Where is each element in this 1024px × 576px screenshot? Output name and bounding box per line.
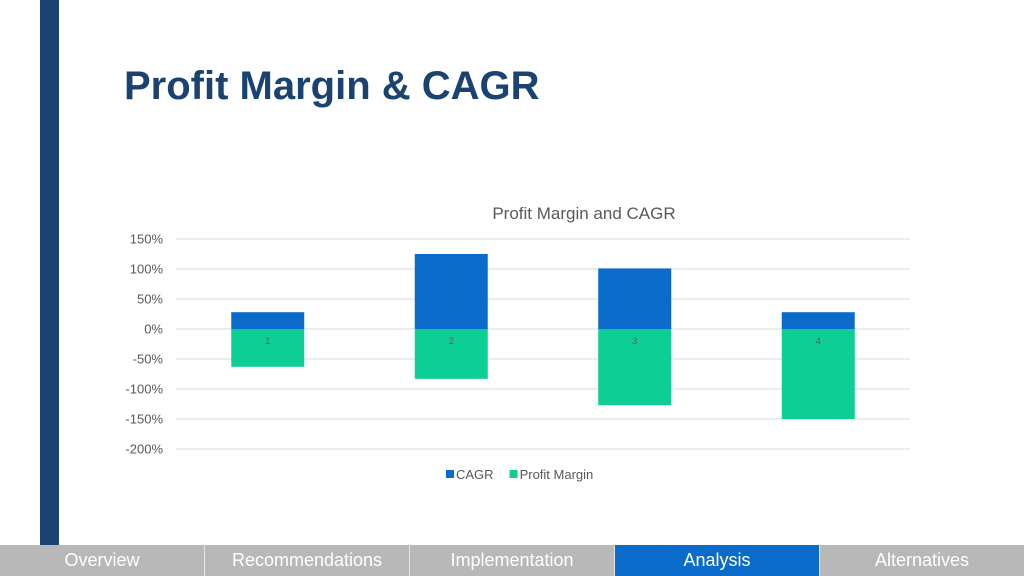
tab-recommendations-label: Recommendations [231, 550, 383, 570]
y-tick-label: 150% [130, 232, 164, 247]
tab-analysis-label: Analysis [683, 550, 751, 570]
x-tick-label: 2 [449, 336, 454, 346]
chart-svg: Profit Margin and CAGR 150% 100% 50% 0% -50% -… [125, 204, 910, 482]
x-tick-label: 3 [632, 336, 637, 346]
x-tick-label: 4 [816, 336, 821, 346]
y-tick-label: -150% [125, 412, 163, 427]
bar-profit-margin [414, 329, 488, 379]
y-tick-label: -200% [125, 442, 163, 457]
legend-swatch [446, 470, 454, 478]
y-tick-label: -100% [125, 382, 163, 397]
tab-overview-label: Overview [64, 550, 140, 570]
tab-recommendations[interactable]: Recommendations [205, 545, 410, 576]
tab-implementation[interactable]: Implementation [410, 545, 615, 576]
bar-cagr [598, 268, 672, 329]
y-tick-label: 100% [130, 262, 164, 277]
tab-analysis[interactable]: Analysis [615, 545, 820, 576]
bar-profit-margin [781, 329, 855, 419]
y-tick-label: -50% [133, 352, 164, 367]
tab-overview[interactable]: Overview [0, 545, 205, 576]
tab-alternatives-label: Alternatives [874, 550, 970, 570]
chart-title: Profit Margin and CAGR [492, 204, 675, 223]
bar-cagr [781, 312, 855, 329]
legend-label: CAGR [456, 467, 494, 482]
chart: Profit Margin and CAGR 150% 100% 50% 0% -50% -… [125, 204, 910, 482]
page-title: Profit Margin & CAGR [124, 64, 540, 108]
bar-profit-margin [231, 329, 305, 367]
legend-swatch [509, 470, 518, 478]
bottom-nav: Overview Recommendations Implementation … [0, 545, 1024, 576]
bar-profit-margin [598, 329, 672, 406]
y-tick-label: 0% [144, 322, 163, 337]
bar-cagr [414, 254, 488, 329]
bar-cagr [231, 312, 305, 329]
y-tick-label: 50% [137, 292, 163, 307]
accent-bar [40, 0, 59, 545]
x-tick-label: 1 [265, 336, 270, 346]
tab-alternatives[interactable]: Alternatives [820, 545, 1024, 576]
legend-label: Profit Margin [520, 467, 594, 482]
tab-implementation-label: Implementation [450, 550, 574, 570]
